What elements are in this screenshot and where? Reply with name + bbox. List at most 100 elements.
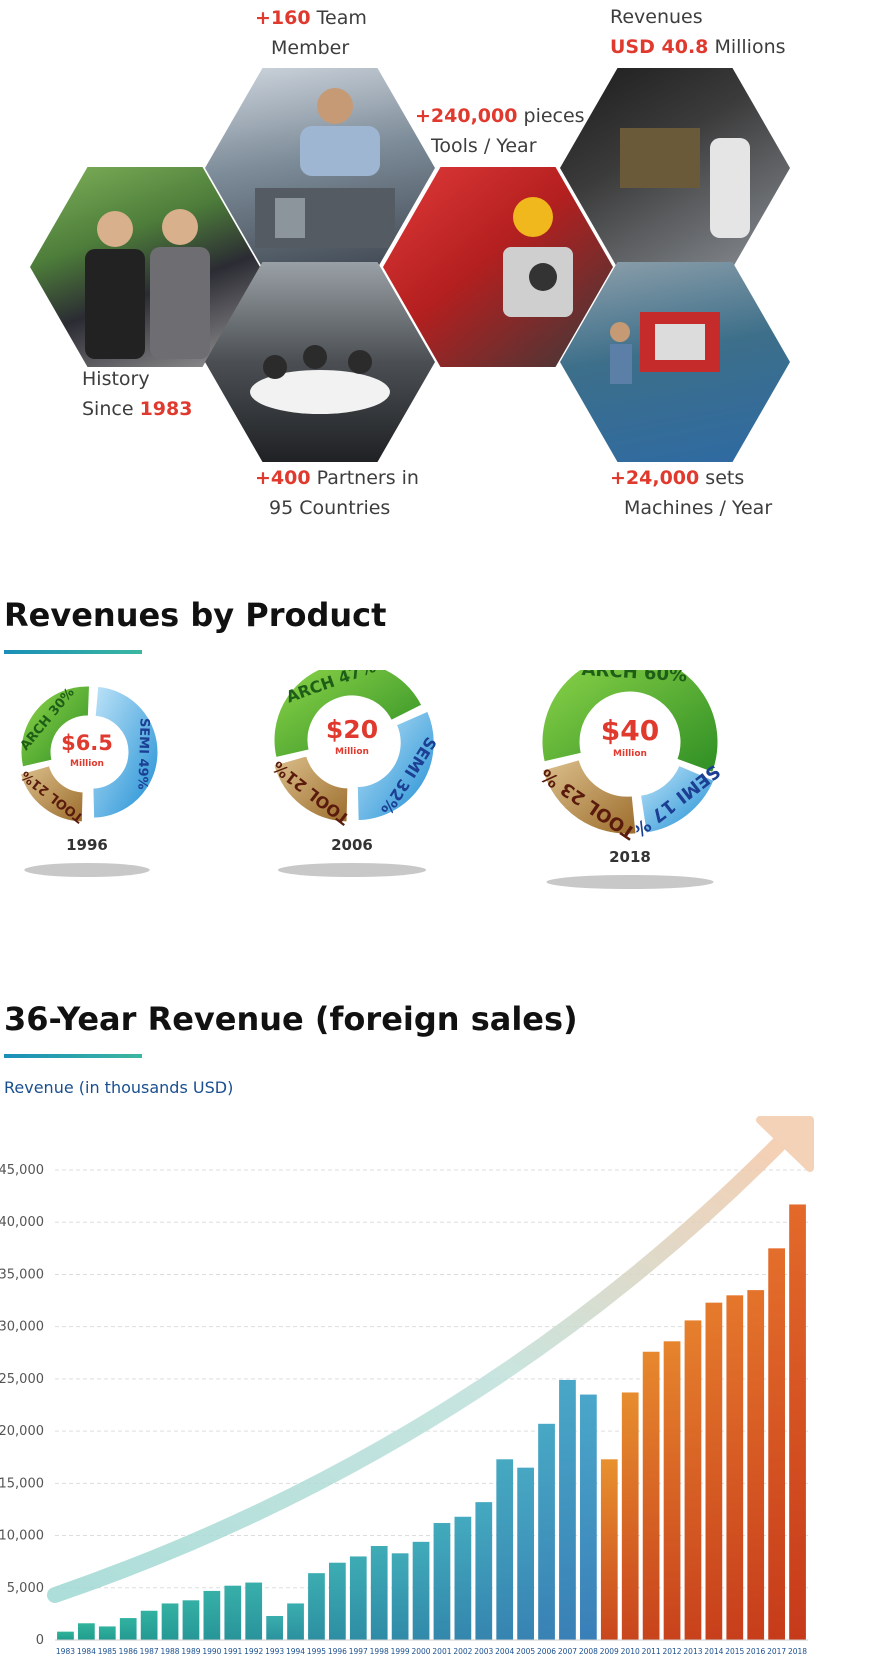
bar-1989 xyxy=(182,1600,200,1640)
x-tick-label: 1989 xyxy=(181,1647,200,1656)
x-tick-label: 1994 xyxy=(286,1647,305,1656)
donut-slice-tool xyxy=(541,759,637,835)
donut-slice-tool xyxy=(19,765,84,823)
history-stat-value: 1983 xyxy=(139,398,193,420)
x-tick-label: 1991 xyxy=(223,1647,242,1656)
bar-1994 xyxy=(287,1603,304,1640)
revenues-stat-value: USD 40.8 xyxy=(610,36,709,58)
donut-total: $20 xyxy=(326,715,378,744)
tools-stat: +240,000 pieces Tools / Year xyxy=(415,101,585,161)
section-title-revenues-by-product: Revenues by Product xyxy=(4,596,387,634)
y-axis-label: Revenue (in thousands USD) xyxy=(4,1078,234,1097)
donut-total: $40 xyxy=(601,714,659,747)
donut-unit: Million xyxy=(335,747,369,757)
donut-slice-arch xyxy=(20,685,91,768)
x-tick-label: 2015 xyxy=(725,1647,744,1656)
meeting-illustration xyxy=(250,345,390,414)
y-tick-label: 20,000 xyxy=(0,1424,44,1439)
x-tick-label: 1997 xyxy=(349,1647,368,1656)
x-tick-label: 2006 xyxy=(537,1647,556,1656)
bar-2007 xyxy=(559,1379,576,1640)
bar-1995 xyxy=(308,1573,325,1640)
x-tick-label: 2001 xyxy=(432,1647,451,1656)
donut-slice-tool xyxy=(273,755,349,823)
donut-slice-arch xyxy=(273,670,423,759)
bar-2002 xyxy=(454,1516,472,1640)
x-tick-label: 1999 xyxy=(391,1647,410,1656)
revenues-stat-text2: Millions xyxy=(714,36,786,58)
bar-1996 xyxy=(329,1562,346,1640)
bar-2006 xyxy=(538,1423,555,1640)
donut-shadow xyxy=(277,863,427,877)
donut-unit: Million xyxy=(70,759,104,769)
donut-slice-label: SEMI 49% xyxy=(134,718,151,790)
bar-1987 xyxy=(140,1610,158,1640)
bar-1986 xyxy=(119,1618,137,1640)
x-tick-label: 1984 xyxy=(77,1647,96,1656)
x-tick-label: 1996 xyxy=(328,1647,347,1656)
x-tick-label: 1987 xyxy=(140,1647,159,1656)
bar-1990 xyxy=(203,1590,221,1640)
history-stat-text2: Since xyxy=(82,398,134,420)
bar-1988 xyxy=(161,1603,179,1640)
x-tick-label: 1988 xyxy=(160,1647,179,1656)
technician-illustration xyxy=(255,88,395,248)
trend-arrow xyxy=(47,1137,786,1603)
x-tick-label: 2018 xyxy=(788,1647,807,1656)
donut-year-label: 2018 xyxy=(609,848,651,866)
photo-partners-hexagon xyxy=(205,262,435,462)
section-title-36-year-revenue: 36-Year Revenue (foreign sales) xyxy=(4,1000,578,1038)
team-stat: +160 Team Member xyxy=(255,3,367,63)
x-tick-label: 1998 xyxy=(370,1647,389,1656)
machines-stat-text2: Machines / Year xyxy=(624,497,773,519)
x-tick-label: 1993 xyxy=(265,1647,284,1656)
tools-stat-value: +240,000 xyxy=(415,105,518,127)
section-underline-2 xyxy=(4,1054,142,1058)
partners-stat-text1: Partners in xyxy=(316,467,419,489)
x-tick-label: 1992 xyxy=(244,1647,263,1656)
x-tick-label: 1986 xyxy=(119,1647,138,1656)
machines-stat-text1: sets xyxy=(705,467,745,489)
bar-1999 xyxy=(391,1553,409,1640)
bar-1991 xyxy=(224,1585,242,1640)
y-tick-label: 10,000 xyxy=(0,1529,44,1544)
history-stat: History Since 1983 xyxy=(82,364,192,424)
bar-2003 xyxy=(475,1502,493,1640)
history-stat-text1: History xyxy=(82,368,150,390)
x-tick-label: 1985 xyxy=(98,1647,117,1656)
donut-shadow xyxy=(546,875,714,889)
x-tick-label: 2014 xyxy=(704,1647,723,1656)
machines-stat-value: +24,000 xyxy=(610,467,700,489)
trend-arrow-head xyxy=(756,1116,814,1172)
bar-1998 xyxy=(370,1546,388,1640)
x-tick-label: 2004 xyxy=(495,1647,514,1656)
machines-stat: +24,000 sets Machines / Year xyxy=(610,463,772,523)
bar-2017 xyxy=(768,1248,785,1640)
y-tick-label: 35,000 xyxy=(0,1267,44,1282)
x-tick-label: 2010 xyxy=(621,1647,640,1656)
bar-2005 xyxy=(517,1467,534,1640)
bar-1993 xyxy=(266,1615,283,1640)
assembly-illustration xyxy=(610,312,720,384)
bar-2015 xyxy=(726,1295,744,1640)
x-tick-label: 2009 xyxy=(600,1647,619,1656)
partners-stat-text2: 95 Countries xyxy=(269,497,391,519)
bar-2011 xyxy=(642,1351,660,1640)
y-tick-label: 25,000 xyxy=(0,1372,44,1387)
donut-slice-arch xyxy=(541,670,719,773)
team-stat-value: +160 xyxy=(255,7,311,29)
x-tick-label: 2007 xyxy=(558,1647,577,1656)
founders-illustration xyxy=(85,209,210,359)
x-tick-label: 2011 xyxy=(642,1647,661,1656)
x-tick-label: 2012 xyxy=(662,1647,681,1656)
bar-2014 xyxy=(705,1302,723,1640)
donut-slice-semi xyxy=(356,710,435,822)
factory-illustration xyxy=(620,128,750,238)
bar-1984 xyxy=(78,1623,95,1640)
x-tick-label: 2005 xyxy=(516,1647,535,1656)
bar-2010 xyxy=(621,1392,639,1640)
bar-2001 xyxy=(433,1523,451,1640)
